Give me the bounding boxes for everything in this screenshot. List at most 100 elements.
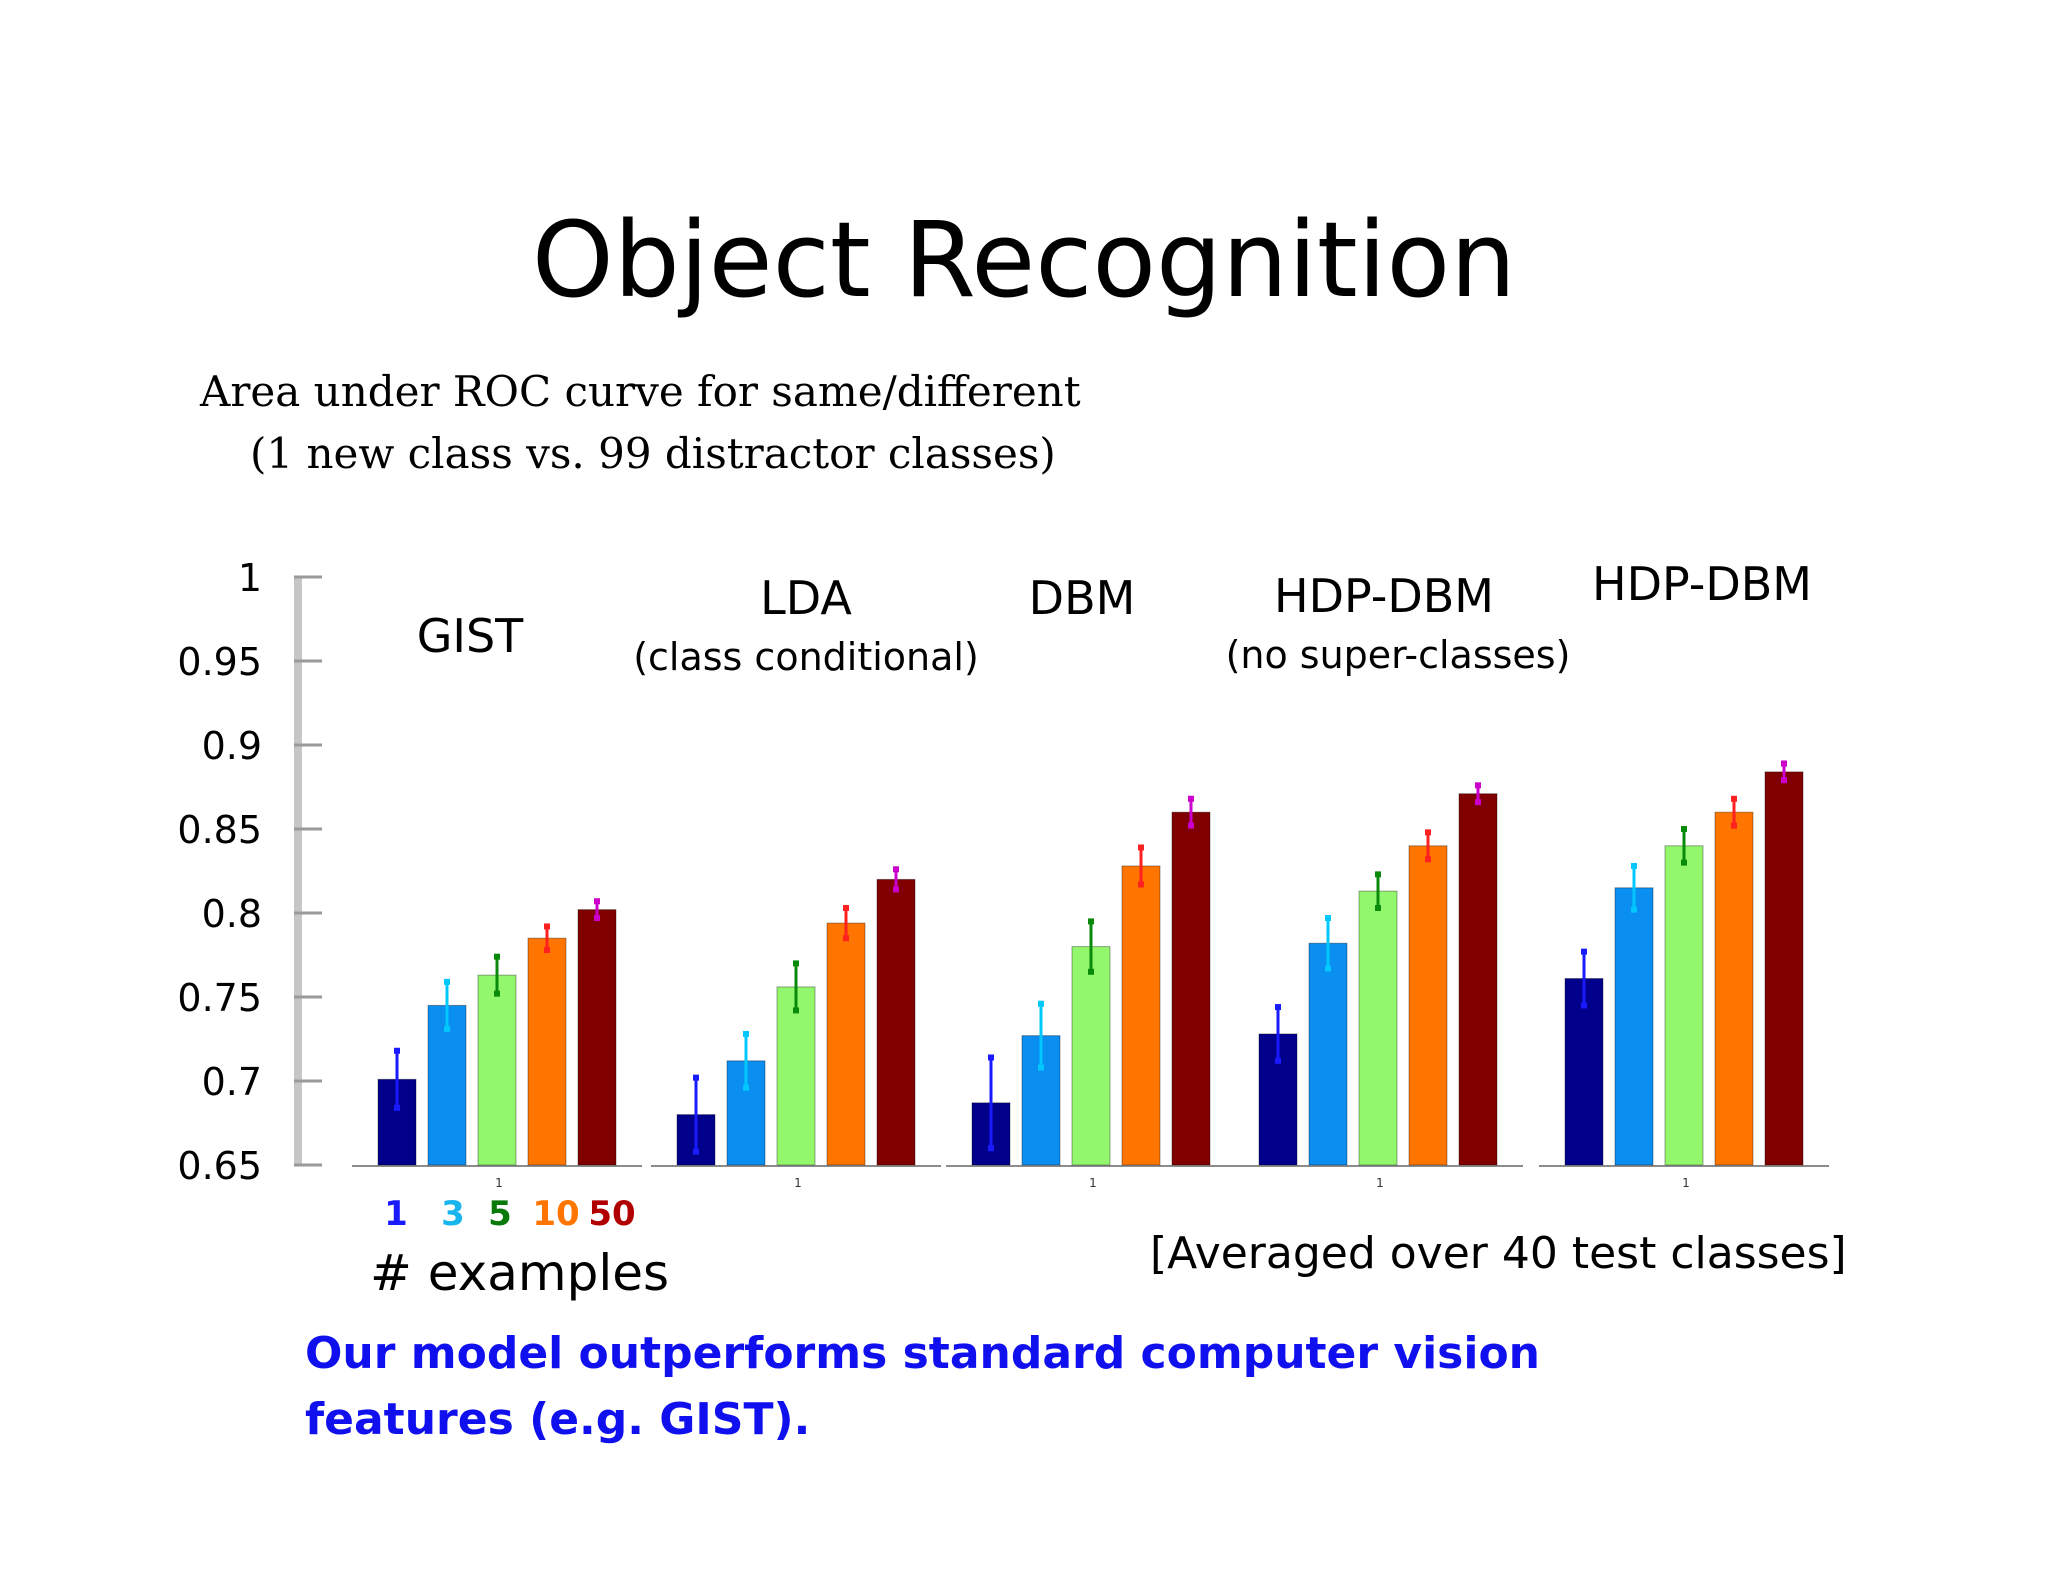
error-bar-cap [444, 978, 450, 985]
group-x-tick-label: 1 [794, 1176, 802, 1190]
group-title: LDA [760, 571, 852, 625]
y-tick-label: 1 [238, 556, 262, 600]
y-tick-label: 0.7 [202, 1060, 262, 1104]
bar [527, 937, 567, 1166]
error-bar-cap [1781, 777, 1787, 784]
error-bar-cap [494, 990, 500, 997]
error-bar-cap [1138, 844, 1144, 851]
bar [1408, 845, 1448, 1166]
group-title: HDP-DBM [1274, 569, 1494, 623]
y-tick-label: 0.95 [177, 640, 262, 684]
error-bar-cap [1681, 859, 1687, 866]
y-tick-label: 0.65 [177, 1144, 262, 1188]
y-tick-label: 0.8 [202, 892, 262, 936]
bar [1171, 811, 1211, 1166]
error-bar-cap [1631, 862, 1637, 869]
bar [1071, 946, 1111, 1166]
bar [577, 909, 617, 1166]
error-bar-cap [988, 1145, 994, 1152]
error-bar-cap [394, 1047, 400, 1054]
bar [1458, 793, 1498, 1166]
error-bar-cap [893, 886, 899, 893]
group-title: DBM [1029, 571, 1136, 625]
conclusion-line1: Our model outperforms standard computer … [305, 1328, 1541, 1379]
bar [1308, 942, 1348, 1166]
error-bar-cap [793, 1007, 799, 1014]
averaging-footnote: [Averaged over 40 test classes] [1150, 1228, 1847, 1279]
group-x-tick-label: 1 [1682, 1176, 1690, 1190]
error-bar-cap [743, 1084, 749, 1091]
legend-label: 5 [488, 1194, 512, 1234]
bar [1664, 845, 1704, 1166]
error-bar-cap [1325, 915, 1331, 922]
y-tick-label: 0.75 [177, 976, 262, 1020]
error-bar-cap [988, 1054, 994, 1061]
error-bar-cap [1475, 799, 1481, 806]
group-title: HDP-DBM [1592, 557, 1812, 611]
error-bar-cap [594, 898, 600, 905]
error-bar-cap [1631, 906, 1637, 913]
error-bar-cap [1581, 948, 1587, 955]
legend-label: 10 [532, 1194, 579, 1234]
error-bar-cap [1188, 795, 1194, 802]
error-bar-cap [1088, 968, 1094, 975]
chart-subtitle-line1: Area under ROC curve for same/different [200, 367, 1081, 416]
slide-title: Object Recognition [531, 199, 1517, 321]
bar [427, 1004, 467, 1166]
error-bar-cap [893, 866, 899, 873]
error-bar-cap [1188, 822, 1194, 829]
error-bar-cap [494, 953, 500, 960]
y-tick-label: 0.9 [202, 724, 262, 768]
group-x-tick-label: 1 [495, 1176, 503, 1190]
y-tick-label: 0.85 [177, 808, 262, 852]
bar [1764, 771, 1804, 1166]
legend-label: 3 [441, 1194, 465, 1234]
error-bar-cap [544, 946, 550, 953]
error-bar-cap [793, 960, 799, 967]
error-bar-cap [1038, 1064, 1044, 1071]
group-title: GIST [417, 609, 524, 663]
legend-label: 50 [588, 1194, 635, 1234]
error-bar-cap [1275, 1057, 1281, 1064]
x-axis-label: # examples [370, 1244, 669, 1302]
y-axis-line [294, 577, 302, 1165]
group-subtitle: (class conditional) [633, 635, 979, 679]
error-bar-cap [843, 935, 849, 942]
error-bar-cap [743, 1030, 749, 1037]
error-bar-cap [1038, 1000, 1044, 1007]
error-bar-cap [544, 923, 550, 930]
error-bar-cap [693, 1074, 699, 1081]
error-bar-cap [1325, 965, 1331, 972]
error-bar-cap [444, 1025, 450, 1032]
bar [1714, 811, 1754, 1166]
bar [1614, 887, 1654, 1166]
error-bar-cap [1581, 1002, 1587, 1009]
error-bar-cap [594, 915, 600, 922]
error-bar-cap [1475, 782, 1481, 789]
error-bar-cap [1275, 1004, 1281, 1011]
bar [776, 986, 816, 1166]
error-bar-cap [1425, 856, 1431, 863]
bar [1121, 865, 1161, 1166]
error-bar-cap [843, 904, 849, 911]
conclusion-line2: features (e.g. GIST). [305, 1394, 811, 1445]
error-bar-cap [693, 1148, 699, 1155]
error-bar-cap [394, 1104, 400, 1111]
error-bar-cap [1781, 760, 1787, 767]
error-bar-cap [1681, 826, 1687, 832]
group-x-tick-label: 1 [1376, 1176, 1384, 1190]
legend-label: 1 [384, 1194, 408, 1234]
bar [477, 974, 517, 1166]
error-bar-cap [1088, 918, 1094, 925]
bar [826, 922, 866, 1166]
bar [876, 878, 916, 1166]
bar [1358, 890, 1398, 1166]
error-bar-cap [1731, 822, 1737, 829]
error-bar-cap [1138, 881, 1144, 888]
error-bar-cap [1375, 904, 1381, 911]
group-x-tick-label: 1 [1089, 1176, 1097, 1190]
group-subtitle: (no super-classes) [1226, 633, 1571, 677]
error-bar-cap [1731, 795, 1737, 802]
chart-subtitle-line2: (1 new class vs. 99 distractor classes) [250, 429, 1056, 478]
